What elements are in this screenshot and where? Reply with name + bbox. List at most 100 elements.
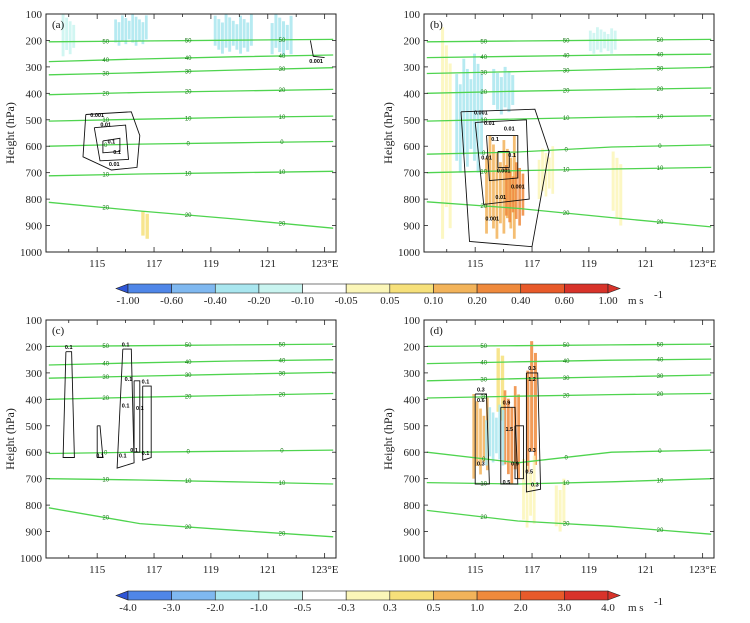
green-contour-label: 10 [657,478,664,484]
shade-streak [532,455,536,524]
y-tick-label: 900 [404,221,421,233]
colorbar-label: -0.10 [291,295,314,307]
green-contour-label: 50 [563,39,570,45]
shade-streak [131,14,135,43]
black-contour [309,40,325,59]
shade-streak [465,68,469,167]
colorbar-segment [520,590,565,601]
colorbar-label: 0.3 [383,602,397,614]
y-tick-label: 100 [404,315,421,327]
shade-streak [281,21,286,57]
colorbar-unit-exponent: -1 [654,596,663,608]
y-tick-label: 600 [404,447,421,459]
black-contour [133,380,141,453]
green-contour-label: 10 [279,481,286,487]
green-contour-label: 20 [102,91,109,97]
black-contour-label: 0.1 [130,448,138,454]
colorbar-arrow [607,590,621,601]
green-contour [426,115,712,122]
green-contour-label: 40 [279,358,286,364]
shade-streak [508,170,511,223]
green-contour-label: 30 [102,72,109,78]
shade-streak [475,401,479,466]
shade-streak [239,15,242,54]
black-contour [474,119,530,205]
shade-streak [611,151,615,211]
shade-streak [615,157,619,219]
shade-streak [476,63,480,173]
black-contour-label: 0.1 [122,403,130,409]
shade-streak [242,19,246,48]
green-contour [426,66,712,75]
shade-streak [270,23,274,55]
colorbar-segment [127,590,172,601]
green-contour-label: 20 [279,531,286,537]
green-contour-label: 10 [480,481,487,487]
green-contour [426,509,712,535]
shade-streak [145,213,149,239]
shade-streak [544,153,548,197]
green-contour-label: 10 [657,114,664,120]
black-contour-label: 0.1 [65,345,73,351]
y-axis-label: Height (hPa) [381,102,395,164]
colorbar-label: -2.0 [207,602,225,614]
green-contour-label: 40 [185,56,192,62]
black-contour-label: 0.1 [508,153,516,159]
green-contour-label: 10 [279,170,286,176]
green-contour-label: 0 [658,449,662,455]
y-tick-label: 1000 [20,247,43,259]
shade-streak [496,348,500,412]
y-tick-label: 700 [404,474,421,486]
shade-streak [554,485,558,527]
colorbar-label: 2.0 [514,602,528,614]
y-tick-label: 400 [26,394,43,406]
y-tick-label: 900 [26,527,43,539]
green-contour-label: 0 [658,144,662,150]
shade-streak [503,390,507,465]
y-tick-label: 900 [26,221,43,233]
black-contour-label: 0.1 [142,379,150,385]
shade-streak [141,22,145,45]
shade-streak [488,407,492,457]
shade-streak [462,58,466,155]
black-contour [62,351,75,458]
green-contour [48,54,334,63]
green-contour-label: 0 [186,450,190,456]
black-contour-label: 0.1 [113,150,121,156]
green-contour-label: 30 [102,375,109,381]
y-tick-label: 700 [26,168,43,180]
green-contour-label: 50 [102,39,109,45]
shade-streak [514,162,518,219]
green-contour [48,170,334,177]
colorbar-segment [214,590,260,601]
black-contour-label: 0.1 [96,454,104,460]
shade-streak [518,167,521,226]
black-contour-label: 0.01 [504,126,515,132]
shade-streak [469,79,473,149]
green-contour-label: 20 [185,90,192,96]
y-tick-label: 800 [404,500,421,512]
x-tick-label: 117 [524,564,541,576]
shade-streak [72,24,76,48]
shade-streak [547,157,551,189]
green-contour-label: 20 [563,522,570,528]
colorbar-segment [302,283,347,294]
black-contour-label: 0.001 [497,169,511,175]
green-contour-label: 10 [563,168,570,174]
shade-streak [114,19,117,43]
colorbar-label: -0.40 [204,295,227,307]
colorbar-segment [302,590,347,601]
green-contour [48,507,334,538]
x-tick-label: 123°E [689,258,717,270]
shade-streak [66,137,70,241]
colorbar-label: -0.20 [247,295,270,307]
shade-streak [537,159,541,200]
green-contour [48,201,334,229]
y-tick-label: 100 [26,9,43,21]
shade-streak [503,66,507,108]
green-contour-label: 40 [185,360,192,366]
black-contour-label: 0.001 [511,185,525,191]
y-tick-label: 300 [404,368,421,380]
green-contour-label: 20 [480,515,487,521]
